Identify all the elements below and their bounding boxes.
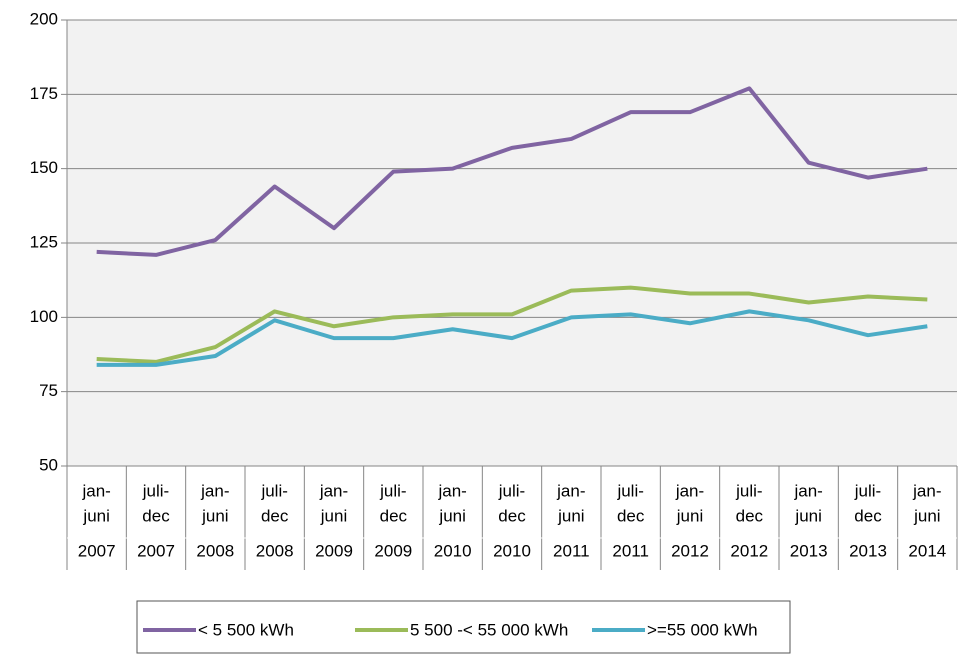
y-tick-label: 200 bbox=[30, 9, 58, 28]
y-tick-label: 75 bbox=[39, 381, 58, 400]
x-tick-label: jan- bbox=[912, 481, 941, 500]
x-tick-label: dec bbox=[142, 506, 170, 525]
x-group-label: 2012 bbox=[671, 541, 709, 560]
x-tick-label: jan- bbox=[81, 481, 110, 500]
x-tick-label: dec bbox=[498, 506, 526, 525]
data-line bbox=[96, 86, 928, 257]
x-tick-label: juli- bbox=[854, 481, 881, 500]
x-group-label: 2013 bbox=[849, 541, 887, 560]
x-tick-label: juli- bbox=[142, 481, 169, 500]
x-tick-label: juni bbox=[82, 506, 109, 525]
y-tick-label: 150 bbox=[30, 158, 58, 177]
y-tick-label: 100 bbox=[30, 307, 58, 326]
x-tick-label: dec bbox=[261, 506, 289, 525]
x-group-label: 2013 bbox=[790, 541, 828, 560]
x-tick-label: juni bbox=[676, 506, 703, 525]
x-tick-label: juni bbox=[438, 506, 465, 525]
x-group-label: 2010 bbox=[493, 541, 531, 560]
x-tick-label: jan- bbox=[200, 481, 229, 500]
x-tick-label: juli- bbox=[260, 481, 287, 500]
x-group-label: 2010 bbox=[434, 541, 472, 560]
x-tick-label: juli- bbox=[498, 481, 525, 500]
x-tick-label: dec bbox=[854, 506, 882, 525]
x-tick-label: juni bbox=[557, 506, 584, 525]
x-tick-label: jan- bbox=[675, 481, 704, 500]
x-tick-label: jan- bbox=[556, 481, 585, 500]
y-tick-label: 125 bbox=[30, 232, 58, 251]
x-tick-label: dec bbox=[380, 506, 408, 525]
data-line bbox=[96, 285, 928, 364]
x-tick-label: juni bbox=[913, 506, 940, 525]
x-group-label: 2014 bbox=[908, 541, 946, 560]
x-tick-label: jan- bbox=[319, 481, 348, 500]
legend-label: < 5 500 kWh bbox=[198, 620, 294, 639]
x-tick-label: jan- bbox=[437, 481, 466, 500]
y-tick-label: 50 bbox=[39, 455, 58, 474]
x-group-label: 2009 bbox=[374, 541, 412, 560]
x-tick-label: juli- bbox=[735, 481, 762, 500]
x-tick-label: juni bbox=[794, 506, 821, 525]
x-group-label: 2011 bbox=[612, 541, 649, 560]
x-group-label: 2011 bbox=[553, 541, 590, 560]
x-group-label: 2009 bbox=[315, 541, 353, 560]
x-tick-label: juni bbox=[201, 506, 228, 525]
x-tick-label: dec bbox=[736, 506, 764, 525]
legend-label: >=55 000 kWh bbox=[647, 620, 758, 639]
x-tick-label: juli- bbox=[616, 481, 643, 500]
x-group-label: 2008 bbox=[196, 541, 234, 560]
x-group-label: 2007 bbox=[137, 541, 175, 560]
legend-box bbox=[136, 600, 791, 654]
legend-label: 5 500 -< 55 000 kWh bbox=[410, 620, 568, 639]
x-tick-label: jan- bbox=[793, 481, 822, 500]
y-tick-label: 175 bbox=[30, 84, 58, 103]
x-tick-label: juli- bbox=[379, 481, 406, 500]
x-group-label: 2007 bbox=[78, 541, 116, 560]
x-group-label: 2012 bbox=[730, 541, 768, 560]
data-line bbox=[96, 309, 928, 367]
x-tick-label: dec bbox=[617, 506, 645, 525]
x-tick-label: juni bbox=[320, 506, 347, 525]
x-group-label: 2008 bbox=[256, 541, 294, 560]
